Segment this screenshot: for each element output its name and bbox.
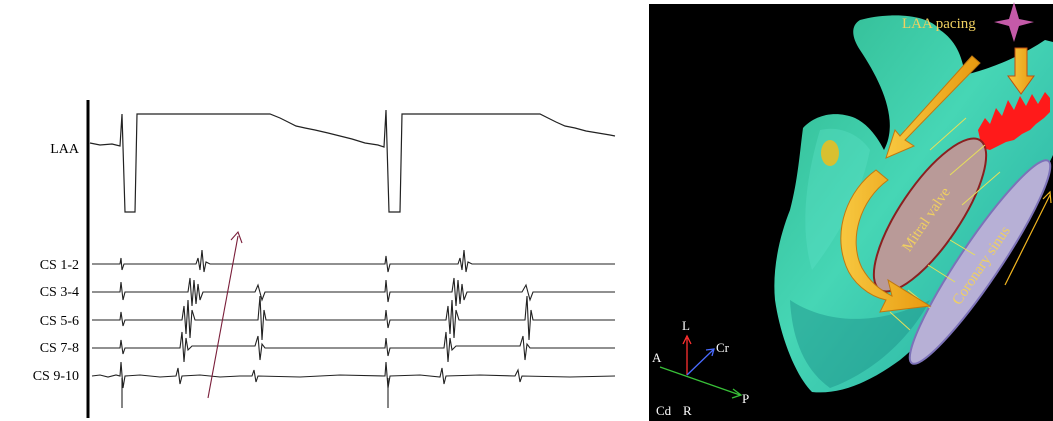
left-atrium-highlight xyxy=(805,128,870,270)
early-activation-region xyxy=(978,92,1050,150)
axis-label-a: A xyxy=(652,350,662,365)
appendage-ostium-spot xyxy=(821,140,839,166)
trace-cs910 xyxy=(91,361,616,389)
label-cs56: CS 5-6 xyxy=(40,314,79,329)
left-atrium-shadow xyxy=(790,300,930,388)
propagation-arrow-septal xyxy=(840,169,932,313)
axis-label-p: P xyxy=(742,391,749,406)
label-cs34: CS 3-4 xyxy=(40,285,79,300)
axis-label-r: R xyxy=(683,403,692,418)
axis-label-cd: Cd xyxy=(656,403,672,418)
trace-cs34 xyxy=(92,277,615,307)
axis-p-arrow xyxy=(659,366,741,396)
pacing-down-arrow xyxy=(1007,47,1035,95)
axis-label-cr: Cr xyxy=(716,340,730,355)
trace-laa xyxy=(89,109,616,213)
propagation-arrow-anterior xyxy=(885,55,981,159)
electroanatomic-map-panel: LAA pacing Mitral valve Coronary sinus L… xyxy=(649,2,1053,421)
axis-label-l: L xyxy=(682,318,690,333)
pacing-site-star xyxy=(994,2,1034,42)
coronary-sinus xyxy=(908,159,1052,365)
trace-cs78 xyxy=(92,331,615,363)
orientation-axes: L Cr A P Cd R xyxy=(652,318,749,418)
cs-activation-arrow xyxy=(1004,190,1052,286)
laa-pacing-label: LAA pacing xyxy=(902,16,976,32)
activation-sequence-arrow xyxy=(207,230,243,399)
label-cs12: CS 1-2 xyxy=(40,258,79,273)
trace-cs12 xyxy=(92,249,615,273)
electrogram-panel: LAA CS 1-2 CS 3-4 CS 5-6 CS 7-8 CS 9-10 xyxy=(33,100,616,418)
label-cs910: CS 9-10 xyxy=(33,369,79,384)
trace-cs56 xyxy=(92,295,615,341)
axis-cr-arrow xyxy=(686,349,714,376)
label-laa: LAA xyxy=(50,142,80,157)
label-cs78: CS 7-8 xyxy=(40,341,79,356)
